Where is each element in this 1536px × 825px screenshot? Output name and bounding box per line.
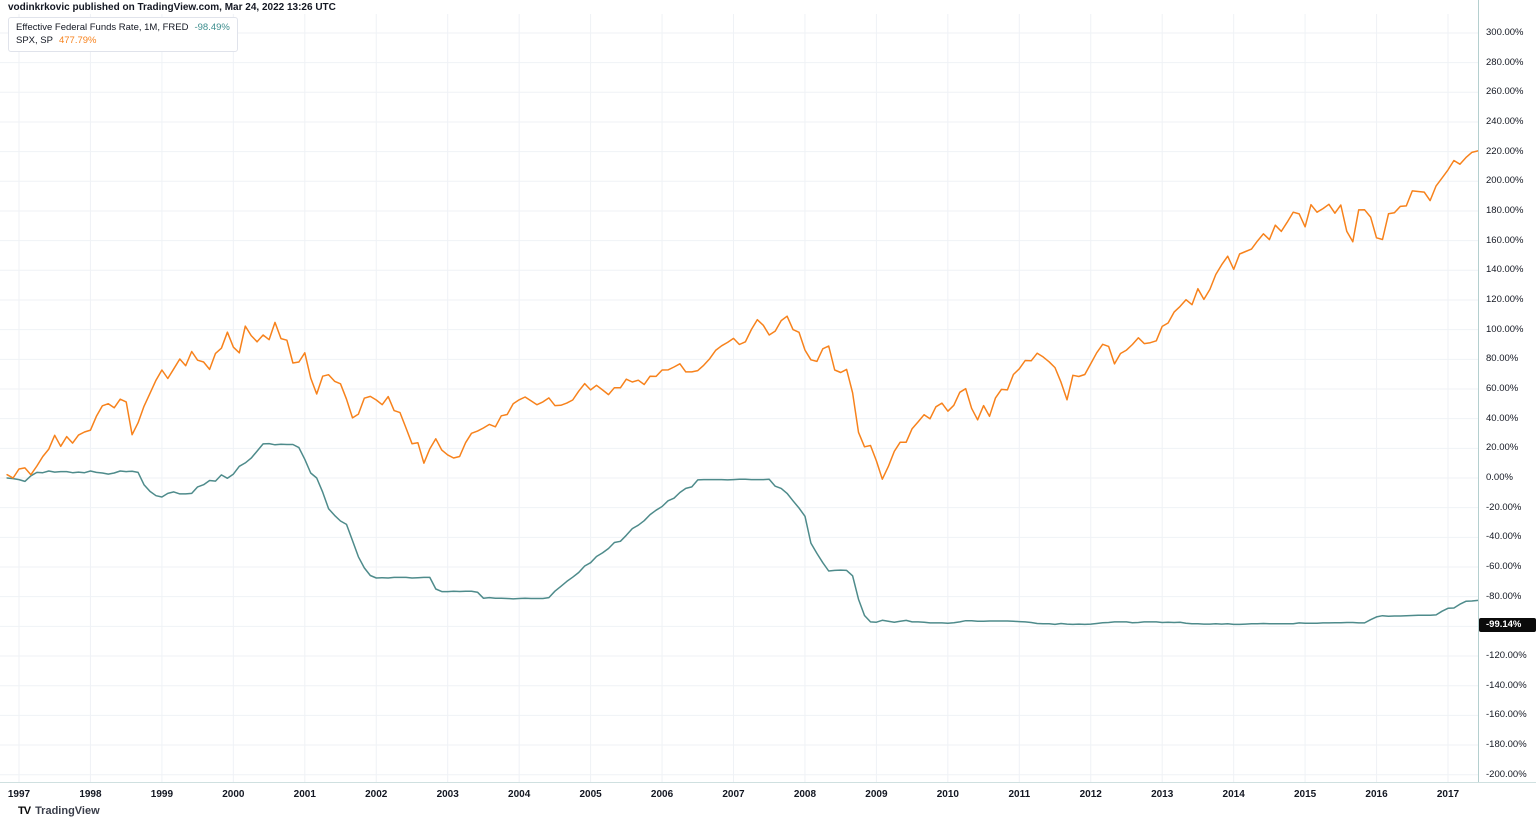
price-scale-label: 140.00% [1486,264,1524,276]
time-axis-label: 2000 [222,789,245,800]
price-scale[interactable]: -99.14% 300.00% 280.00% 260.00% 240.00% 220.… [1478,0,1536,782]
price-scale-label: 60.00% [1486,382,1519,394]
time-axis-label: 2003 [436,789,459,800]
price-scale-label: -160.00% [1486,709,1527,721]
legend-row-fed[interactable]: Effective Federal Funds Rate, 1M, FRED -9… [16,21,230,34]
time-axis-label: 2009 [865,789,888,800]
time-axis-label: 2010 [936,789,959,800]
legend-fed-value: -98.49% [194,22,230,33]
legend-fed-label: Effective Federal Funds Rate, 1M, FRED [16,22,189,33]
price-scale-label: 160.00% [1486,234,1524,246]
time-axis-label: 2017 [1436,789,1460,800]
legend-row-spx[interactable]: SPX, SP 477.79% [16,34,230,47]
price-scale-label: -20.00% [1486,501,1522,513]
price-scale-label: 180.00% [1486,204,1524,216]
price-scale-label: 280.00% [1486,56,1524,68]
price-scale-label: 260.00% [1486,86,1524,98]
time-axis-label: 2004 [508,789,531,800]
published-attribution-line: vodinkrkovic published on TradingView.co… [8,2,336,13]
tradingview-logo[interactable]: TV TradingView [18,805,100,817]
time-axis-label: 1998 [79,789,102,800]
time-axis-label: 2007 [722,789,745,800]
price-scale-label: -60.00% [1486,561,1522,572]
price-scale-label: -180.00% [1486,739,1527,751]
series-line-spx[interactable] [6,150,1478,480]
time-axis-label: 2013 [1151,789,1174,800]
series-line-fed[interactable] [6,442,1478,626]
time-axis-label: 2001 [293,789,316,800]
chart-legend[interactable]: Effective Federal Funds Rate, 1M, FRED -9… [8,17,238,52]
price-scale-label: 220.00% [1486,145,1524,157]
price-scale-label: 300.00% [1486,26,1524,38]
time-axis-label: 2011 [1008,789,1031,800]
time-axis-label: 2015 [1293,789,1317,800]
price-scale-label: 100.00% [1486,323,1524,335]
time-axis-label: 2008 [793,789,817,800]
time-axis-label: 2016 [1365,789,1388,800]
time-axis-label: 2002 [365,789,388,800]
last-price-badge: -99.14% [1479,618,1536,633]
price-scale-label: 80.00% [1486,353,1519,365]
price-scale-label: 20.00% [1486,442,1519,454]
price-scale-label: -140.00% [1486,679,1527,691]
time-axis-label: 2006 [650,789,674,800]
time-axis-label: 1997 [7,789,31,800]
time-axis-label: 2005 [579,789,602,800]
time-axis-label: 1999 [150,789,174,800]
price-scale-label: 40.00% [1486,412,1519,424]
time-axis-label: 2014 [1222,789,1245,800]
price-scale-label: -80.00% [1486,590,1522,602]
price-scale-label: 240.00% [1486,115,1524,127]
tradingview-logo-text: TradingView [35,805,100,817]
time-axis[interactable]: 1997 1998 1999 2000 2001 2002 2003 2004 2005 2006… [0,782,1536,825]
price-scale-label: -120.00% [1486,650,1527,662]
time-axis-label: 2012 [1079,789,1102,800]
price-scale-label: -200.00% [1486,768,1527,780]
price-scale-label: 120.00% [1486,293,1524,305]
legend-spx-value: 477.79% [58,35,97,46]
chart-plot-area[interactable] [0,0,1478,782]
price-scale-label: 200.00% [1486,175,1524,187]
tradingview-logo-icon: TV [18,805,31,817]
price-scale-label: 0.00% [1486,472,1513,483]
legend-spx-label: SPX, SP [16,35,53,46]
price-scale-label: -40.00% [1486,531,1522,543]
